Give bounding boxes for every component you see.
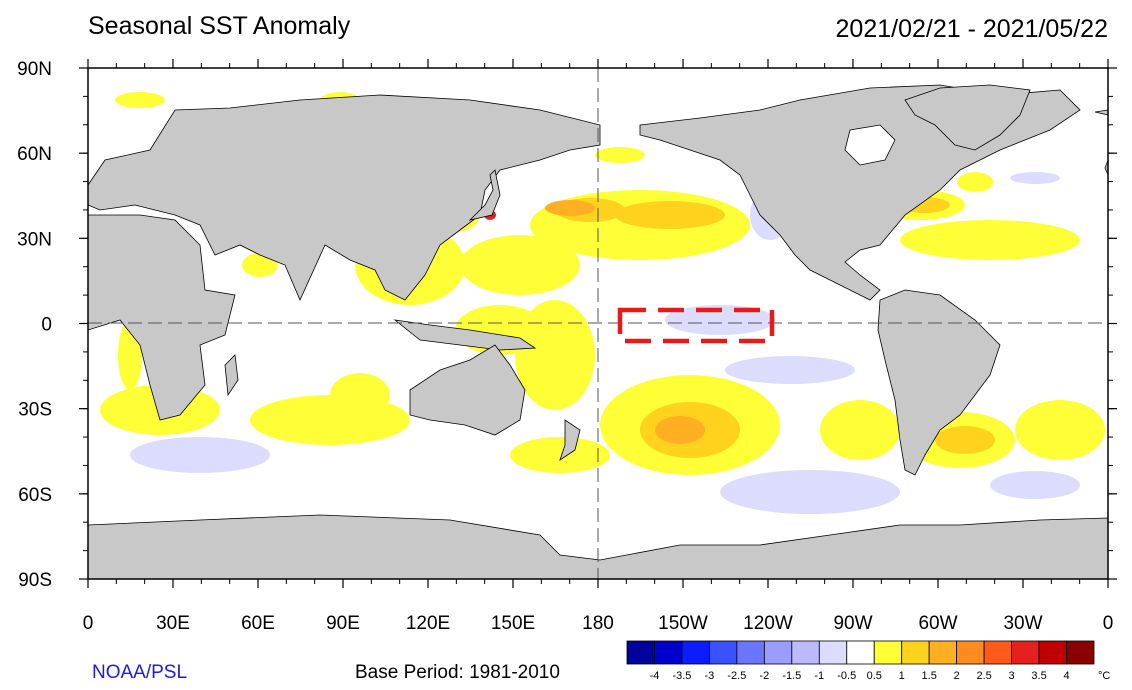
- colorbar-swatch: [928, 640, 958, 665]
- cool-anomaly-areas: [130, 172, 1080, 514]
- colorbar-level-label: 4: [1063, 670, 1069, 682]
- lon-tick-label: 90E: [326, 613, 360, 634]
- colorbar-level-label: 0.5: [867, 670, 882, 682]
- lat-tick-label: 30N: [17, 229, 52, 250]
- colorbar-level-label: 1.5: [922, 670, 937, 682]
- lat-tick-label: 60S: [18, 485, 52, 506]
- lon-tick-label: 60E: [241, 613, 275, 634]
- colorbar-level-label: 3.5: [1031, 670, 1046, 682]
- lat-tick-label: 90S: [18, 570, 52, 591]
- lon-tick-label: 120W: [743, 613, 793, 634]
- lat-tick-label: 60N: [17, 144, 52, 165]
- antarctica-landmass: [88, 514, 1108, 579]
- lon-tick-label: 120E: [406, 613, 450, 634]
- colorbar-swatch: [791, 640, 820, 665]
- colorbar-swatch: [956, 640, 985, 665]
- colorbar-swatch: [763, 640, 793, 665]
- lon-tick-label: 150E: [491, 613, 535, 634]
- colorbar-swatch: [846, 640, 875, 665]
- lon-tick-label: 30W: [1003, 613, 1042, 634]
- colorbar-level-label: -0.5: [837, 670, 856, 682]
- greenland-landmass: [904, 84, 1031, 151]
- date-range: 2021/02/21 - 2021/05/22: [835, 15, 1108, 43]
- colorbar-level-label: 2: [954, 670, 960, 682]
- lat-tick-label: 90N: [17, 59, 52, 80]
- colorbar-swatch: [1011, 640, 1040, 665]
- japan-landmass: [468, 169, 501, 221]
- colorbar-swatch: [818, 640, 848, 665]
- nino34-region-box: [617, 307, 775, 344]
- colorbar-level-label: -4: [650, 670, 660, 682]
- colorbar-swatch: [1038, 640, 1067, 665]
- new-zealand-landmass: [559, 419, 581, 461]
- lon-tick-label: 90W: [833, 613, 872, 634]
- map-title: Seasonal SST Anomaly: [88, 12, 351, 40]
- colorbar-swatch: [626, 640, 655, 665]
- longitude-axis: 0 30E 60E 90E 120E 150E 180 150W 120W 90W 60W 30W 0: [83, 59, 1114, 634]
- colorbar-level-label: 2.5: [976, 670, 991, 682]
- colorbar: -4 -3.5 -3 -2.5 -2 -1.5 -1 -0.5 0.5 1 1.5 2 2.5 3 3.5 4…: [626, 640, 1110, 682]
- lat-tick-label: 0: [41, 315, 52, 336]
- colorbar-level-label: 1: [899, 670, 905, 682]
- colorbar-swatch: [681, 640, 710, 665]
- lon-tick-label: 150W: [658, 613, 708, 634]
- colorbar-swatch: [709, 640, 738, 665]
- colorbar-swatch: [654, 640, 683, 665]
- colorbar-level-label: 3: [1009, 670, 1015, 682]
- indonesia-landmass: [393, 319, 537, 351]
- map-area: [88, 68, 1108, 579]
- lon-tick-label: 60W: [918, 613, 957, 634]
- africa-landmass: [88, 214, 236, 421]
- data-credit: NOAA/PSL: [92, 662, 188, 683]
- colorbar-level-label: -2.5: [727, 670, 746, 682]
- hudson-bay: [844, 124, 896, 166]
- lon-tick-label: 180: [582, 613, 614, 634]
- lat-tick-label: 30S: [18, 400, 52, 421]
- colorbar-level-label: -1.5: [782, 670, 801, 682]
- australia-landmass: [409, 344, 526, 436]
- colorbar-level-label: -3.5: [672, 670, 691, 682]
- latitude-axis: 90N 60N 30N 0 30S 60S 90S: [17, 59, 1117, 591]
- colorbar-level-label: -1: [814, 670, 824, 682]
- lon-tick-label: 30E: [156, 613, 190, 634]
- south-america-landmass: [877, 289, 1001, 476]
- base-period-label: Base Period: 1981-2010: [355, 662, 560, 683]
- colorbar-unit-label: °C: [1098, 670, 1110, 682]
- eurasia-landmass: [88, 94, 601, 301]
- madagascar-landmass: [224, 354, 239, 397]
- colorbar-swatch: [873, 640, 903, 665]
- colorbar-swatch: [901, 640, 930, 665]
- colorbar-swatch: [1066, 640, 1095, 665]
- eurasia-east-landmass: [1094, 109, 1108, 116]
- colorbar-swatch: [983, 640, 1012, 665]
- land-masses: [88, 84, 1108, 579]
- lon-tick-label: 0: [1103, 613, 1114, 634]
- colorbar-level-label: -2: [759, 670, 769, 682]
- lon-tick-label: 0: [83, 613, 94, 634]
- colorbar-swatch: [736, 640, 765, 665]
- colorbar-level-label: -3: [705, 670, 715, 682]
